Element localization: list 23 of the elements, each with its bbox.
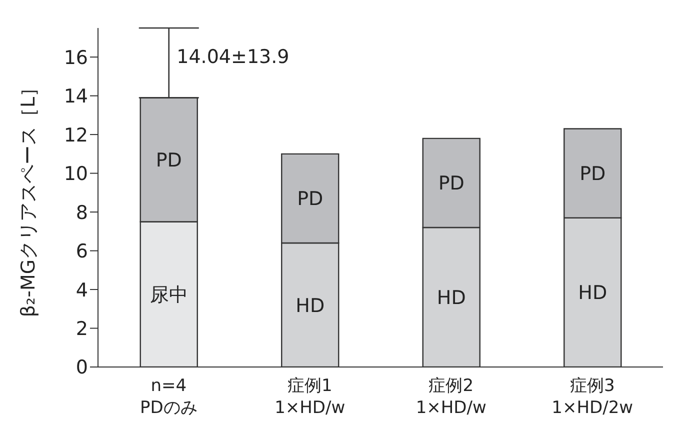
data-label: HD — [578, 282, 608, 304]
y-tick-label: 16 — [64, 46, 88, 69]
annotation: 14.04±13.9 — [176, 46, 290, 68]
y-tick-label: 8 — [76, 202, 88, 224]
data-label: HD — [436, 287, 466, 310]
data-label: 尿中 — [150, 284, 188, 306]
x-tick-label: 症例1 1×HD/w — [274, 376, 346, 418]
x-tick-label: n=4 PDのみ — [140, 376, 198, 418]
y-tick-label: 10 — [64, 163, 88, 186]
y-tick-label: 12 — [64, 124, 88, 146]
x-tick-label: 症例3 1×HD/2w — [552, 376, 634, 418]
y-tick-label: 0 — [76, 356, 88, 379]
data-label: PD — [438, 172, 464, 195]
y-tick-label: 6 — [76, 240, 88, 263]
y-tick-label: 14 — [64, 86, 88, 108]
data-label: PD — [297, 188, 324, 210]
y-axis-title: β₂-MGクリアスペース［L］ — [18, 78, 40, 318]
data-label: PD — [580, 163, 606, 186]
data-label: PD — [156, 149, 182, 172]
y-tick-label: 2 — [76, 318, 88, 340]
y-tick-label: 4 — [76, 279, 88, 302]
x-tick-label: 症例2 1×HD/w — [416, 376, 486, 418]
data-label: HD — [296, 294, 325, 317]
